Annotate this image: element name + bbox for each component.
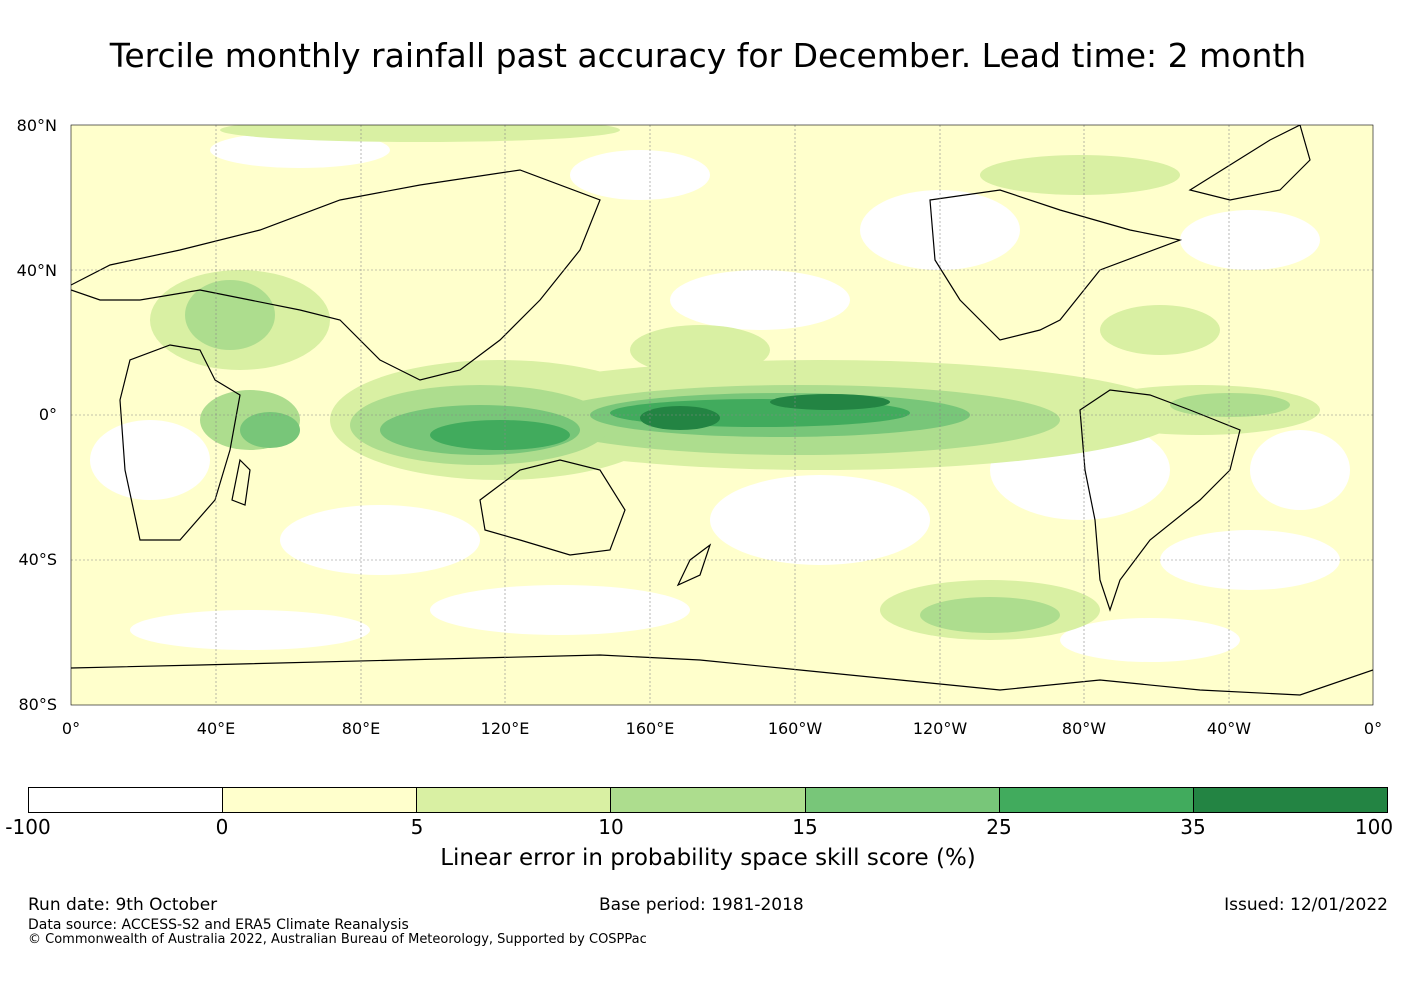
chart-title: Tercile monthly rainfall past accuracy f…	[109, 36, 1307, 75]
coastlines	[71, 125, 1373, 696]
colorbar-segment	[223, 788, 418, 812]
lon-label: 160°E	[625, 719, 675, 738]
colorbar-tick: 0	[215, 815, 229, 839]
lat-label: 80°S	[18, 695, 57, 714]
skill-score-map	[70, 124, 1374, 706]
colorbar-segment	[805, 788, 1000, 812]
map-frame	[70, 124, 1374, 706]
lon-label: 80°W	[1061, 719, 1107, 738]
lat-label: 40°S	[18, 550, 57, 569]
colorbar-segment	[611, 788, 806, 812]
colorbar-tick: -100	[5, 815, 51, 839]
colorbar-tick: 15	[792, 815, 818, 839]
lat-label: 80°N	[16, 116, 57, 135]
lon-label: 40°W	[1206, 719, 1252, 738]
colorbar-tick: 25	[986, 815, 1012, 839]
colorbar-tick: 100	[1354, 815, 1394, 839]
colorbar-segment	[1193, 788, 1387, 812]
colorbar-segment	[999, 788, 1194, 812]
lat-label: 0°	[38, 405, 57, 424]
issued-date: Issued: 12/01/2022	[1224, 895, 1388, 915]
lon-label: 120°W	[912, 719, 968, 738]
lon-label: 0°	[61, 719, 81, 738]
colorbar-segment	[29, 788, 224, 812]
gridlines	[71, 125, 1373, 705]
colorbar-tick: 5	[410, 815, 424, 839]
copyright: © Commonwealth of Australia 2022, Austra…	[28, 932, 647, 947]
colorbar-tick: 35	[1180, 815, 1206, 839]
base-period: Base period: 1981-2018	[599, 895, 804, 915]
lon-label: 120°E	[480, 719, 530, 738]
colorbar-segment	[417, 788, 612, 812]
lon-label: 40°E	[196, 719, 236, 738]
lon-label: 0°	[1363, 719, 1383, 738]
colorbar	[28, 787, 1388, 813]
lon-label: 160°W	[767, 719, 823, 738]
lat-label: 40°N	[16, 261, 57, 280]
colorbar-label: Linear error in probability space skill …	[440, 845, 976, 871]
data-source: Data source: ACCESS-S2 and ERA5 Climate …	[28, 917, 409, 933]
colorbar-tick: 10	[598, 815, 624, 839]
negative-skill-regions	[90, 132, 1350, 662]
skill-35-100-regions	[640, 394, 890, 430]
run-date: Run date: 9th October	[28, 895, 218, 915]
lon-label: 80°E	[341, 719, 381, 738]
